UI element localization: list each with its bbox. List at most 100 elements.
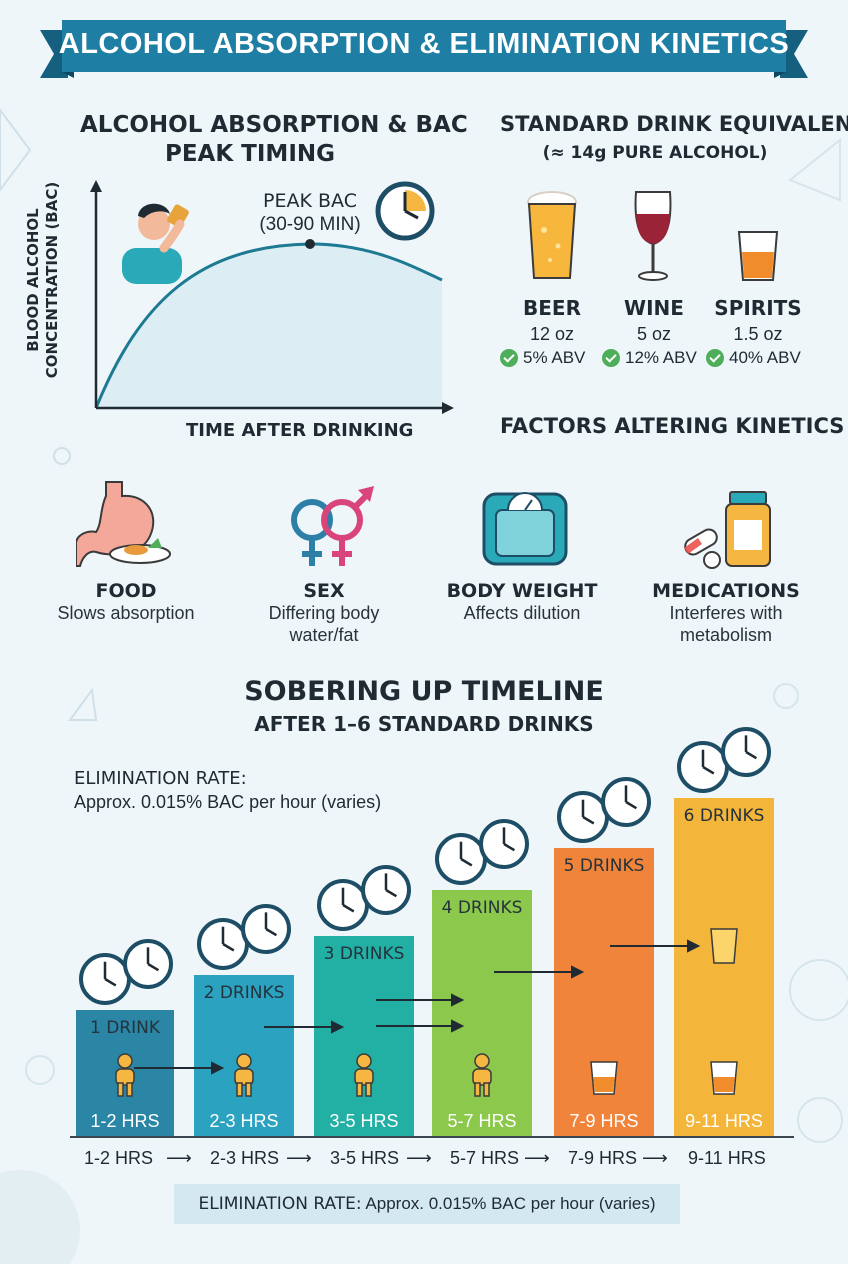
drink-cup-icon [588, 1059, 620, 1102]
arrow-right-icon: ⟶ [166, 1148, 192, 1168]
beer-cup-icon [708, 926, 740, 971]
absorption-title-line1: ALCOHOL ABSORPTION & BAC [80, 112, 468, 138]
drink-volume-beer: 12 oz [529, 324, 575, 344]
drink-name-beer: BEER [523, 296, 581, 320]
drink-abv-beer: 5% ABV [500, 348, 585, 368]
title-banner: ALCOHOL ABSORPTION & ELIMINATION KINETIC… [40, 16, 808, 82]
drink-abv-wine: 12% ABV [602, 348, 697, 368]
ribbon-shape [40, 20, 808, 78]
person-icon [111, 1053, 139, 1102]
drink-name-spirits: SPIRITS [714, 296, 802, 320]
factor-food: FOOD Slows absorption [36, 580, 216, 624]
timeline-item: 7-9 HRS [568, 1148, 638, 1168]
pills-bottle-icon [684, 491, 771, 569]
drinking-person-icon [122, 203, 189, 284]
footer-label: ELIMINATION RATE: [198, 1194, 362, 1214]
person-icon [230, 1053, 258, 1102]
factors-title: FACTORS ALTERING KINETICS [500, 414, 845, 438]
bac-curve-chart [90, 180, 454, 414]
drink-volume-wine: 5 oz [636, 324, 672, 344]
clock-icon [360, 864, 412, 921]
beer-glass-icon [527, 191, 577, 279]
timeline-item: 2-3 HRS [210, 1148, 280, 1168]
gender-symbols-icon [291, 486, 374, 566]
sobering-subtitle: AFTER 1–6 STANDARD DRINKS [254, 712, 594, 736]
bar-label: 6 DRINKS [683, 806, 765, 826]
timeline-item: 1-2 HRS [84, 1148, 154, 1168]
clock-icon [375, 181, 435, 241]
abv-text: 40% ABV [729, 348, 801, 367]
banner-title: ALCOHOL ABSORPTION & ELIMINATION KINETIC… [58, 28, 790, 60]
sobering-bar: 3 DRINKS 3-5 HRS [314, 936, 414, 1138]
standard-drinks-title: STANDARD DRINK EQUIVALENTS [500, 112, 848, 136]
person-icon [468, 1053, 496, 1102]
clock-icon [478, 818, 530, 875]
factor-title: MEDICATIONS [652, 580, 800, 602]
factor-body-weight: BODY WEIGHT Affects dilution [432, 580, 612, 624]
factor-title: BODY WEIGHT [446, 580, 598, 602]
factor-title: FOOD [95, 580, 157, 602]
bar-label: 5 DRINKS [563, 856, 645, 876]
drink-abv-spirits: 40% ABV [706, 348, 801, 368]
factor-desc-line2: metabolism [679, 625, 773, 645]
abv-text: 5% ABV [523, 348, 586, 367]
peak-bac-range: (30-90 MIN) [259, 214, 361, 235]
absorption-title-line2: PEAK TIMING [164, 141, 336, 167]
arrow-right-icon: ⟶ [286, 1148, 312, 1168]
rate-label: ELIMINATION RATE: [74, 768, 247, 789]
arrow-right-icon: ⟶ [642, 1148, 668, 1168]
arrow-right-icon: ⟶ [406, 1148, 432, 1168]
factor-desc-line2: water/fat [289, 625, 359, 645]
timeline-item: 5-7 HRS [450, 1148, 520, 1168]
rate-text: Approx. 0.015% BAC per hour (varies) [74, 792, 382, 812]
timeline-item: 3-5 HRS [330, 1148, 400, 1168]
timeline-item: 9-11 HRS [688, 1148, 766, 1168]
bar-hours: 1-2 HRS [90, 1111, 160, 1131]
stomach-food-icon [76, 481, 171, 567]
sobering-bar: 4 DRINKS 5-7 HRS [432, 890, 532, 1138]
bar-label: 1 DRINK [89, 1018, 160, 1038]
bar-hours: 7-9 HRS [569, 1111, 639, 1131]
clock-icon [600, 776, 652, 833]
factor-sex: SEX Differing body water/fat [234, 580, 414, 646]
drink-volume-spirits: 1.5 oz [733, 324, 783, 344]
bar-label: 3 DRINKS [323, 944, 405, 964]
clock-icon [196, 917, 250, 976]
bar-hours: 5-7 HRS [447, 1111, 517, 1131]
bar-label: 4 DRINKS [441, 898, 523, 918]
abv-text: 12% ABV [625, 348, 697, 367]
bar-hours: 9-11 HRS [685, 1111, 763, 1131]
footer-text: Approx. 0.015% BAC per hour (varies) [365, 1194, 656, 1213]
clock-icon [122, 938, 174, 995]
wine-glass-icon [634, 191, 672, 281]
timeline-row: 1-2 HRS ⟶ 2-3 HRS ⟶ 3-5 HRS ⟶ 5-7 HRS ⟶ … [84, 1148, 784, 1174]
shot-glass-icon [737, 231, 779, 281]
bar-label: 2 DRINKS [203, 983, 285, 1003]
scale-icon [482, 492, 568, 566]
sobering-title: SOBERING UP TIMELINE [244, 676, 604, 707]
standard-drinks-subtitle: (≈ 14g PURE ALCOHOL) [542, 143, 768, 163]
elimination-rate-footer: ELIMINATION RATE: Approx. 0.015% BAC per… [174, 1184, 680, 1224]
factor-desc: Slows absorption [57, 603, 195, 623]
factor-medications: MEDICATIONS Interferes with metabolism [636, 580, 816, 646]
arrow-right-icon: ⟶ [524, 1148, 550, 1168]
check-icon [500, 349, 518, 367]
factor-title: SEX [303, 580, 345, 602]
bar-hours: 3-5 HRS [329, 1111, 399, 1131]
sobering-bar: 6 DRINKS 9-11 HRS [674, 798, 774, 1138]
person-icon [350, 1053, 378, 1102]
sobering-bar: 1 DRINK 1-2 HRS [76, 1010, 174, 1138]
clock-icon [720, 726, 772, 783]
x-axis-label: TIME AFTER DRINKING [186, 420, 414, 441]
factor-desc: Affects dilution [463, 603, 581, 623]
drink-cup-icon [708, 1059, 740, 1102]
factor-desc: Interferes with [669, 603, 783, 623]
sobering-bar: 2 DRINKS 2-3 HRS [194, 975, 294, 1138]
clock-icon [316, 878, 370, 937]
drink-name-wine: WINE [624, 296, 684, 320]
check-icon [706, 349, 724, 367]
